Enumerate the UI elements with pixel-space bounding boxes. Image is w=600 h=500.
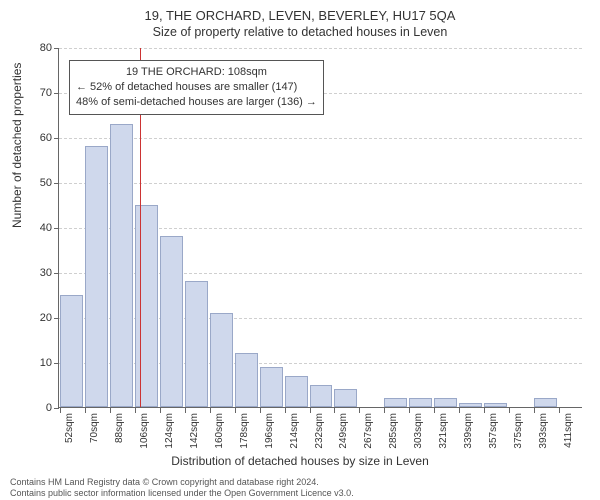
histogram-bar	[85, 146, 108, 407]
histogram-bar	[160, 236, 183, 407]
x-tick-mark	[384, 408, 385, 413]
x-tick-label: 178sqm	[239, 413, 250, 449]
y-tick-mark	[54, 363, 59, 364]
x-tick-mark	[285, 408, 286, 413]
x-tick-mark	[434, 408, 435, 413]
y-tick-label: 20	[22, 312, 52, 324]
x-tick-label: 375sqm	[513, 413, 524, 449]
histogram-bar	[110, 124, 133, 408]
x-tick-mark	[235, 408, 236, 413]
x-tick-label: 267sqm	[363, 413, 374, 449]
x-tick-label: 196sqm	[264, 413, 275, 449]
x-tick-label: 285sqm	[388, 413, 399, 449]
x-tick-label: 124sqm	[164, 413, 175, 449]
x-tick-label: 106sqm	[139, 413, 150, 449]
histogram-bar	[285, 376, 308, 408]
x-tick-mark	[484, 408, 485, 413]
histogram-bar	[534, 398, 557, 407]
y-tick-label: 60	[22, 132, 52, 144]
grid-line	[59, 183, 582, 184]
y-tick-label: 70	[22, 87, 52, 99]
x-tick-label: 142sqm	[189, 413, 200, 449]
histogram-bar	[310, 385, 333, 408]
y-tick-mark	[54, 273, 59, 274]
y-tick-mark	[54, 138, 59, 139]
y-tick-label: 80	[22, 42, 52, 54]
x-tick-label: 249sqm	[338, 413, 349, 449]
x-tick-label: 411sqm	[563, 413, 574, 448]
x-tick-label: 160sqm	[214, 413, 225, 449]
histogram-bar	[260, 367, 283, 408]
x-tick-mark	[509, 408, 510, 413]
x-tick-mark	[60, 408, 61, 413]
x-tick-mark	[334, 408, 335, 413]
y-tick-label: 0	[22, 402, 52, 414]
x-tick-mark	[135, 408, 136, 413]
y-tick-label: 30	[22, 267, 52, 279]
histogram-bar	[384, 398, 407, 407]
x-tick-mark	[409, 408, 410, 413]
x-tick-mark	[85, 408, 86, 413]
chart-page: 19, THE ORCHARD, LEVEN, BEVERLEY, HU17 5…	[0, 0, 600, 500]
x-axis-label: Distribution of detached houses by size …	[0, 454, 600, 468]
annotation-line-2: ← 52% of detached houses are smaller (14…	[76, 80, 317, 95]
x-tick-mark	[210, 408, 211, 413]
annotation-line-3: 48% of semi-detached houses are larger (…	[76, 95, 317, 110]
y-tick-mark	[54, 228, 59, 229]
x-tick-mark	[310, 408, 311, 413]
plot-region: 0102030405060708052sqm70sqm88sqm106sqm12…	[58, 48, 582, 408]
y-tick-mark	[54, 48, 59, 49]
grid-line	[59, 48, 582, 49]
annotation-box: 19 THE ORCHARD: 108sqm← 52% of detached …	[69, 60, 324, 115]
x-tick-label: 70sqm	[89, 413, 100, 443]
footer-attribution: Contains HM Land Registry data © Crown c…	[10, 477, 354, 499]
histogram-bar	[60, 295, 83, 408]
x-tick-mark	[260, 408, 261, 413]
footer-line-1: Contains HM Land Registry data © Crown c…	[10, 477, 354, 488]
chart-plot-area: 0102030405060708052sqm70sqm88sqm106sqm12…	[58, 48, 582, 408]
x-tick-mark	[185, 408, 186, 413]
y-tick-label: 50	[22, 177, 52, 189]
x-tick-mark	[359, 408, 360, 413]
footer-line-2: Contains public sector information licen…	[10, 488, 354, 499]
histogram-bar	[434, 398, 457, 407]
x-tick-label: 321sqm	[438, 413, 449, 449]
chart-subtitle: Size of property relative to detached ho…	[0, 23, 600, 39]
x-tick-mark	[160, 408, 161, 413]
chart-title: 19, THE ORCHARD, LEVEN, BEVERLEY, HU17 5…	[0, 0, 600, 23]
histogram-bar	[334, 389, 357, 407]
histogram-bar	[135, 205, 158, 408]
x-tick-mark	[534, 408, 535, 413]
x-tick-label: 357sqm	[488, 413, 499, 449]
y-tick-mark	[54, 93, 59, 94]
y-tick-mark	[54, 318, 59, 319]
histogram-bar	[409, 398, 432, 407]
histogram-bar	[235, 353, 258, 407]
y-tick-mark	[54, 408, 59, 409]
x-tick-mark	[559, 408, 560, 413]
histogram-bar	[459, 403, 482, 408]
x-tick-mark	[110, 408, 111, 413]
histogram-bar	[210, 313, 233, 408]
x-tick-label: 393sqm	[538, 413, 549, 449]
x-tick-mark	[459, 408, 460, 413]
histogram-bar	[185, 281, 208, 407]
y-tick-label: 40	[22, 222, 52, 234]
x-tick-label: 88sqm	[114, 413, 125, 443]
x-tick-label: 52sqm	[64, 413, 75, 443]
x-tick-label: 214sqm	[289, 413, 300, 449]
x-tick-label: 303sqm	[413, 413, 424, 449]
y-tick-mark	[54, 183, 59, 184]
grid-line	[59, 138, 582, 139]
annotation-line-1: 19 THE ORCHARD: 108sqm	[76, 65, 317, 80]
y-tick-label: 10	[22, 357, 52, 369]
x-tick-label: 232sqm	[314, 413, 325, 449]
histogram-bar	[484, 403, 507, 408]
x-tick-label: 339sqm	[463, 413, 474, 449]
